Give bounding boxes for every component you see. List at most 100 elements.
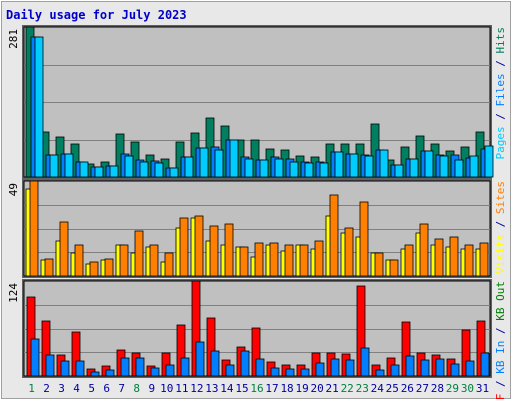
y-axis-legend-part: Files: [494, 73, 507, 106]
bar: [465, 360, 475, 377]
x-tick-label: 5: [88, 382, 95, 395]
x-tick-label: 26: [401, 382, 414, 395]
y-axis-legend-part: /: [494, 321, 507, 341]
bar: [300, 368, 310, 377]
bar: [64, 153, 74, 178]
x-tick-label: 30: [461, 382, 474, 395]
x-tick-label: 2: [43, 382, 50, 395]
x-tick-label: 8: [133, 382, 140, 395]
x-tick-label: 14: [220, 382, 234, 395]
bar: [299, 244, 309, 277]
panel-2: 49 Visits / Sites: [7, 179, 507, 278]
bar: [239, 246, 249, 277]
bar: [314, 240, 324, 277]
bar: [469, 155, 479, 178]
bar: [454, 159, 464, 178]
x-tick-label: 24: [371, 382, 385, 395]
x-tick-label: 1: [28, 382, 35, 395]
bar: [285, 368, 295, 377]
bar: [404, 244, 414, 277]
y-axis-legend-part: KB In: [494, 341, 507, 374]
x-tick-label: 22: [341, 382, 354, 395]
y-axis-legend-part: /: [494, 54, 507, 74]
x-tick-label: 16: [250, 382, 263, 395]
bar: [390, 364, 400, 377]
bar: [329, 194, 339, 277]
bar: [45, 354, 55, 377]
y-max-tick-label: 49: [7, 183, 20, 196]
bar: [480, 352, 490, 377]
bar: [124, 155, 134, 178]
bar: [439, 155, 449, 178]
bar: [330, 358, 340, 377]
bar: [449, 236, 459, 277]
y-axis-legend-part: /: [494, 374, 507, 394]
x-tick-label: 19: [295, 382, 308, 395]
bar: [435, 358, 445, 377]
bar: [450, 363, 460, 377]
bar: [274, 158, 284, 178]
bar: [424, 150, 434, 178]
y-axis-legend-part: KB Out: [494, 281, 507, 321]
bar: [359, 201, 369, 277]
bar: [194, 215, 204, 277]
bar: [179, 217, 189, 277]
bar: [75, 360, 85, 377]
bar: [94, 166, 104, 178]
bar: [149, 244, 159, 277]
y-max-tick-label: 124: [7, 283, 20, 303]
chart-title: Daily usage for July 2023: [6, 8, 187, 22]
bar: [120, 357, 130, 377]
x-tick-label: 11: [175, 382, 188, 395]
bar: [105, 369, 115, 377]
y-axis-legend-part: Visits: [494, 234, 507, 274]
y-axis-legend-part: /: [494, 214, 507, 234]
bar: [209, 225, 219, 277]
bar: [334, 151, 344, 178]
panel-1: 281 Pages / Files / Hits: [7, 25, 507, 179]
y-axis-legend-label: Pages / Files / Hits: [494, 27, 507, 160]
x-tick-label: 12: [190, 382, 203, 395]
bar: [164, 252, 174, 277]
bar: [315, 362, 325, 377]
x-tick-label: 6: [103, 382, 110, 395]
bar: [29, 180, 39, 277]
bar: [89, 261, 99, 277]
bar: [79, 161, 89, 178]
x-axis-day-labels: 1 2 3 4 5 6 7 8 9 10 11 12 13 14 15 16 17 18 19 20 21 22 23 24 2…: [28, 382, 489, 395]
bar: [419, 223, 429, 277]
y-axis-legend-part: KB F: [494, 394, 507, 400]
bar: [464, 244, 474, 277]
y-axis-legend-part: Sites: [494, 181, 507, 214]
bar: [199, 147, 209, 178]
bar: [344, 227, 354, 277]
bar: [250, 139, 260, 178]
series-sites: [29, 180, 489, 277]
y-axis-legend-part: Pages: [494, 126, 507, 159]
bar: [319, 162, 329, 178]
bar: [30, 338, 40, 377]
bar: [180, 357, 190, 377]
x-tick-label: 18: [280, 382, 293, 395]
x-tick-label: 9: [148, 382, 155, 395]
x-tick-label: 29: [446, 382, 459, 395]
bar: [225, 364, 235, 377]
bar: [349, 153, 359, 178]
x-tick-label: 17: [265, 382, 278, 395]
bar: [379, 149, 389, 178]
bar: [409, 158, 419, 178]
bar: [135, 357, 145, 377]
x-tick-label: 28: [431, 382, 444, 395]
bar: [104, 258, 114, 277]
bar: [345, 359, 355, 377]
bar: [304, 162, 314, 178]
bar: [434, 238, 444, 277]
x-tick-label: 21: [326, 382, 339, 395]
bar: [169, 167, 179, 178]
bar: [34, 36, 44, 178]
series-hits: [25, 26, 485, 178]
x-tick-label: 31: [476, 382, 489, 395]
